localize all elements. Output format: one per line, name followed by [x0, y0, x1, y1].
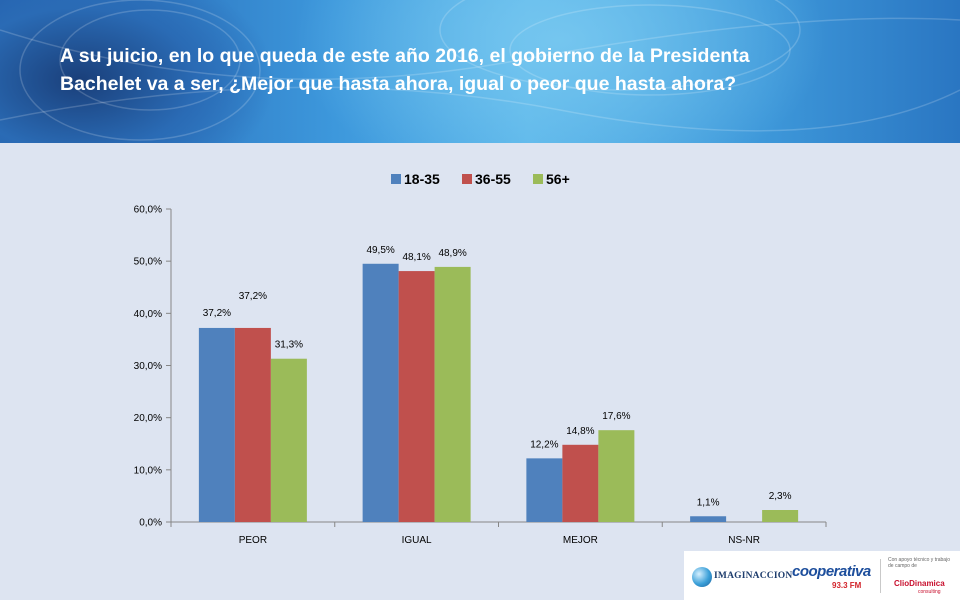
title-line-1: A su juicio, en lo que queda de este año…: [60, 45, 750, 67]
bar-36-55-peor: [234, 327, 271, 522]
data-label: 12,2%: [530, 439, 558, 450]
cooperativa-text: cooperativa: [792, 563, 871, 580]
bar-18-35-igual: [362, 263, 399, 522]
legend-swatch: [391, 174, 401, 184]
y-tick-label: 40,0%: [134, 309, 162, 320]
cliodinamica-text: ClioDinamica: [894, 579, 945, 588]
imaginaccion-text: IMAGINACCION: [714, 571, 793, 581]
data-label: 48,9%: [438, 248, 466, 259]
cliodinamica-subtext: consulting: [918, 589, 941, 595]
bar-56+-peor: [270, 358, 307, 522]
cooperativa-frequency: 93.3 FM: [832, 581, 862, 590]
data-label: 31,3%: [275, 340, 303, 351]
legend-swatch: [533, 174, 543, 184]
bar-56+-igual: [434, 266, 471, 522]
legend-label: 56+: [546, 171, 570, 187]
y-tick-label: 20,0%: [134, 413, 162, 424]
cliodinamica-logo: Con apoyo técnico y trabajo de campo de …: [888, 557, 958, 597]
sponsor-logos: IMAGINACCION cooperativa 93.3 FM Con apo…: [684, 551, 960, 600]
legend-label: 18-35: [404, 171, 440, 187]
category-label: PEOR: [239, 535, 267, 546]
title-line-2: Bachelet va a ser, ¿Mejor que hasta ahor…: [60, 73, 737, 95]
bar-36-55-mejor: [562, 444, 599, 522]
y-tick-label: 50,0%: [134, 257, 162, 268]
legend-swatch: [462, 174, 472, 184]
data-label: 37,2%: [239, 291, 267, 302]
data-label: 14,8%: [566, 426, 594, 437]
bar-56+-mejor: [598, 430, 635, 522]
bar-56+-ns-nr: [762, 510, 799, 522]
legend-label: 36-55: [475, 171, 511, 187]
data-label: 1,1%: [697, 497, 720, 508]
data-label: 17,6%: [602, 411, 630, 422]
category-label: IGUAL: [402, 535, 432, 546]
y-tick-label: 60,0%: [134, 205, 162, 216]
logo-divider: [880, 559, 881, 593]
decorative-swirl: [0, 0, 960, 141]
data-label: 49,5%: [366, 245, 394, 256]
bar-18-35-peor: [198, 327, 235, 522]
y-tick-label: 0,0%: [139, 518, 162, 529]
globe-icon: [692, 567, 712, 587]
data-label: 2,3%: [769, 491, 792, 502]
cooperativa-logo: cooperativa 93.3 FM: [792, 563, 872, 595]
cliodinamica-note: Con apoyo técnico y trabajo de campo de: [888, 557, 950, 569]
imaginaccion-logo: IMAGINACCION: [692, 561, 792, 591]
category-label: MEJOR: [563, 535, 598, 546]
bar-36-55-igual: [398, 271, 435, 522]
bar-chart: 0,0% 10,0% 20,0% 30,0% 40,0% 50,0% 60,0% 37,2% 3…: [134, 171, 827, 546]
y-tick-label: 30,0%: [134, 361, 162, 372]
bar-18-35-mejor: [526, 458, 563, 522]
header-banner: A su juicio, en lo que queda de este año…: [0, 0, 960, 143]
y-tick-label: 10,0%: [134, 465, 162, 476]
data-label: 37,2%: [203, 308, 231, 319]
data-label: 48,1%: [402, 252, 430, 263]
page-title: A su juicio, en lo que queda de este año…: [60, 42, 920, 98]
bar-18-35-ns-nr: [690, 516, 727, 522]
category-label: NS-NR: [728, 535, 760, 546]
